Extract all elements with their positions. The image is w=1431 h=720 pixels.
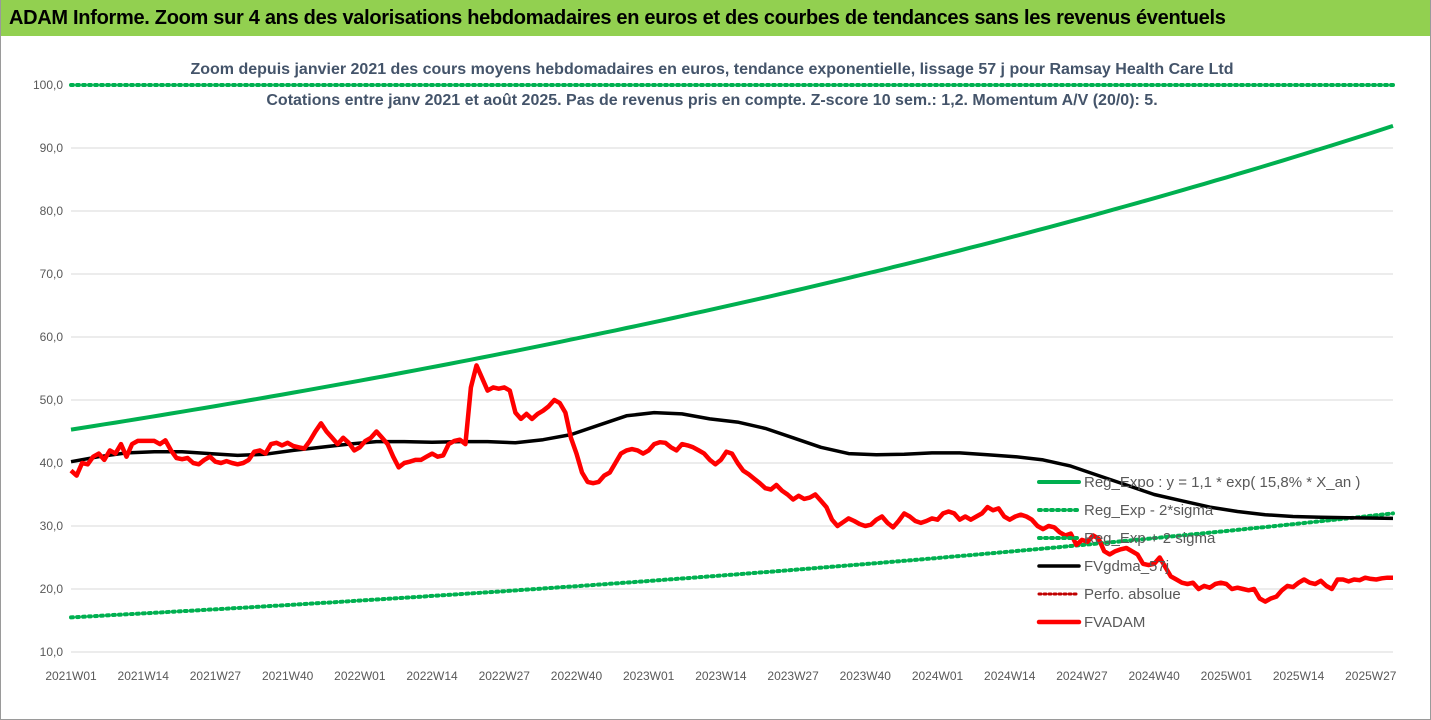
y-axis-labels: 10,0 20,0 30,0 40,0 50,0 60,0 70,0 80,0 90,0 100,…	[33, 78, 63, 659]
chart-subtitle: Cotations entre janv 2021 et août 2025. …	[266, 92, 1157, 109]
x-axis-labels: 2021W01 2021W14 2021W27 2021W40 2022W01 2022W…	[45, 669, 1396, 683]
legend-label: Reg_Exp - 2*sigma	[1084, 502, 1214, 519]
legend-label: FVADAM	[1084, 614, 1145, 631]
x-tick-label: 2023W40	[840, 669, 892, 683]
y-tick-label: 40,0	[40, 456, 64, 470]
x-tick-label: 2021W27	[190, 669, 242, 683]
x-tick-label: 2025W01	[1201, 669, 1253, 683]
y-tick-label: 70,0	[40, 267, 64, 281]
series-fvadam	[69, 363, 1393, 604]
x-tick-label: 2023W14	[695, 669, 747, 683]
y-tick-label: 80,0	[40, 204, 64, 218]
y-tick-label: 20,0	[40, 582, 64, 596]
series-layer	[69, 83, 1395, 620]
x-tick-label: 2023W27	[767, 669, 819, 683]
x-tick-label: 2021W01	[45, 669, 97, 683]
y-tick-label: 10,0	[40, 645, 64, 659]
y-tick-label: 50,0	[40, 393, 64, 407]
y-tick-label: 100,0	[33, 78, 63, 92]
legend-label: Reg_Expo : y = 1,1 * exp( 15,8% * X_an )	[1084, 474, 1360, 491]
legend: Reg_Expo : y = 1,1 * exp( 15,8% * X_an )…	[1036, 474, 1360, 631]
legend-label: FVgdma_57j	[1084, 558, 1169, 575]
series-reg-exp-minus-2sigma	[69, 511, 1395, 620]
x-tick-label: 2022W14	[406, 669, 458, 683]
report-title: ADAM Informe. Zoom sur 4 ans des valoris…	[1, 0, 1430, 36]
legend-label: Perfo. absolue	[1084, 586, 1181, 603]
x-tick-label: 2022W01	[334, 669, 386, 683]
x-tick-label: 2021W40	[262, 669, 314, 683]
chart-title: Zoom depuis janvier 2021 des cours moyen…	[190, 61, 1233, 78]
legend-label: Reg_Exp + 2 sigma	[1084, 530, 1216, 547]
series-fvgdma-57j	[70, 410, 1394, 521]
x-tick-label: 2022W27	[479, 669, 531, 683]
x-tick-label: 2025W27	[1345, 669, 1397, 683]
y-tick-label: 90,0	[40, 141, 64, 155]
series-reg-expo	[70, 123, 1394, 432]
x-tick-label: 2021W14	[118, 669, 170, 683]
x-tick-label: 2025W14	[1273, 669, 1325, 683]
x-tick-label: 2022W40	[551, 669, 603, 683]
x-tick-label: 2024W14	[984, 669, 1036, 683]
y-tick-label: 30,0	[40, 519, 64, 533]
x-tick-label: 2024W40	[1128, 669, 1180, 683]
x-tick-label: 2024W01	[912, 669, 964, 683]
x-tick-label: 2024W27	[1056, 669, 1108, 683]
x-tick-label: 2023W01	[623, 669, 675, 683]
grid	[71, 84, 1393, 653]
y-tick-label: 60,0	[40, 330, 64, 344]
